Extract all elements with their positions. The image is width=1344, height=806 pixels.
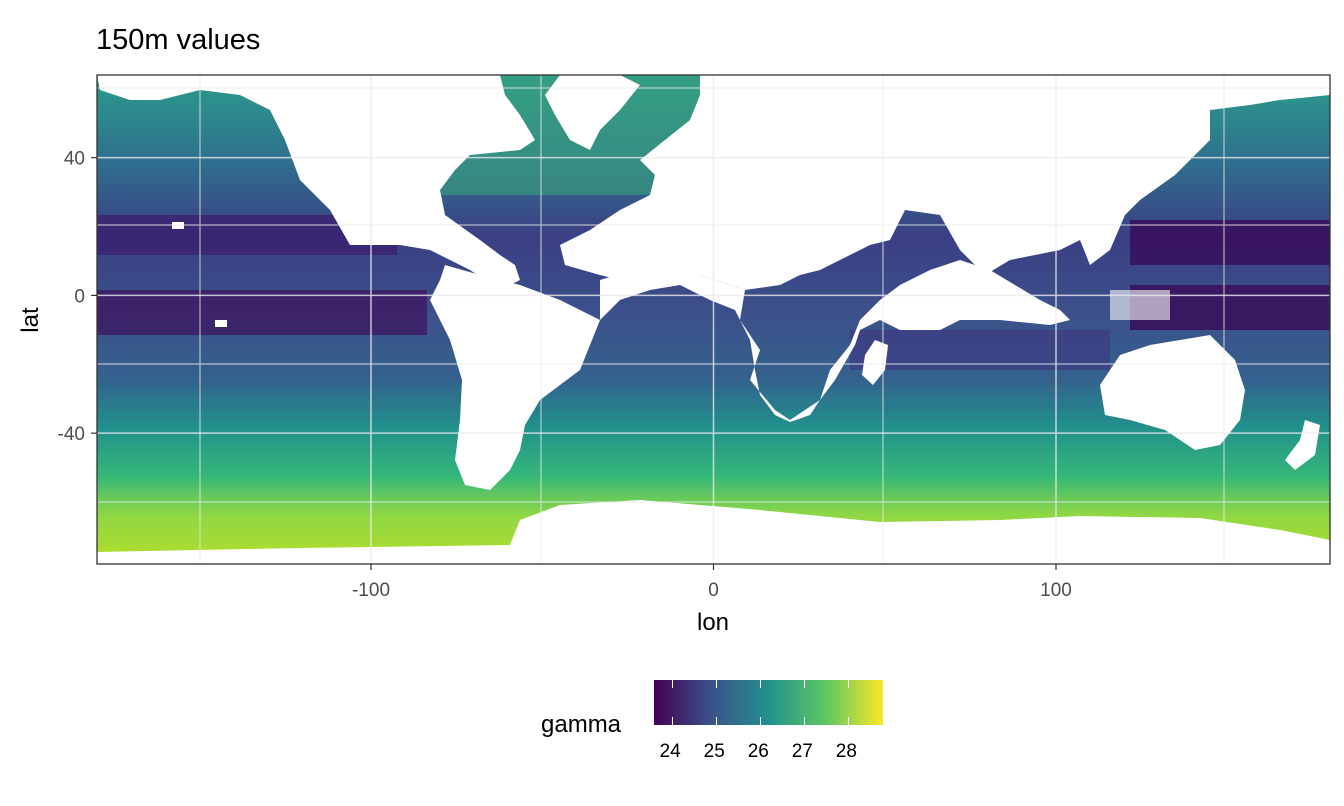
legend-tick-label: 27: [791, 741, 813, 762]
x-tick-label: 0: [708, 580, 719, 601]
x-axis-title: lon: [697, 609, 729, 636]
y-axis-title: lat: [17, 307, 44, 333]
legend-tick-bottom: [803, 717, 805, 725]
gyre-band-west-pacific-north: [1130, 220, 1330, 265]
land-islands-indonesia: [1110, 290, 1170, 320]
legend-tick-bottom: [715, 717, 717, 725]
legend-tick-top: [847, 680, 849, 688]
land-mask: [97, 75, 1330, 564]
legend-tick-label: 25: [703, 741, 725, 762]
legend-tick-top: [759, 680, 761, 688]
legend-colorbar: [654, 680, 883, 725]
legend-tick-label: 24: [659, 741, 681, 762]
chart-title: 150m values: [96, 24, 261, 56]
legend-tick-top: [715, 680, 717, 688]
gyre-band-equatorial-pacific: [97, 290, 427, 335]
y-tick-label: -40: [58, 424, 85, 445]
y-tick-label: 0: [74, 286, 85, 307]
x-tick-label: -100: [352, 580, 390, 601]
legend-tick-bottom: [759, 717, 761, 725]
y-tick-label: 40: [64, 149, 85, 170]
land-north-america: [97, 75, 535, 290]
legend-tick-bottom: [847, 717, 849, 725]
x-axis: -100 0 100: [352, 564, 1072, 601]
land-eurasia-north: [560, 75, 1330, 290]
legend-tick-bottom: [671, 717, 673, 725]
land-africa: [600, 260, 1070, 422]
gyre-band-indian: [850, 330, 1110, 370]
y-axis: 40 0 -40: [58, 149, 97, 445]
legend-tick-top: [803, 680, 805, 688]
x-tick-label: 100: [1040, 580, 1072, 601]
land-island-pacific-south: [215, 320, 227, 327]
legend-title: gamma: [541, 711, 622, 738]
major-grid-lines: [97, 75, 1330, 564]
land-madagascar: [862, 340, 888, 385]
land-greenland: [545, 75, 640, 150]
legend-tick-label: 26: [747, 741, 769, 762]
legend-tick-label: 28: [835, 741, 857, 762]
legend-tick-top: [671, 680, 673, 688]
